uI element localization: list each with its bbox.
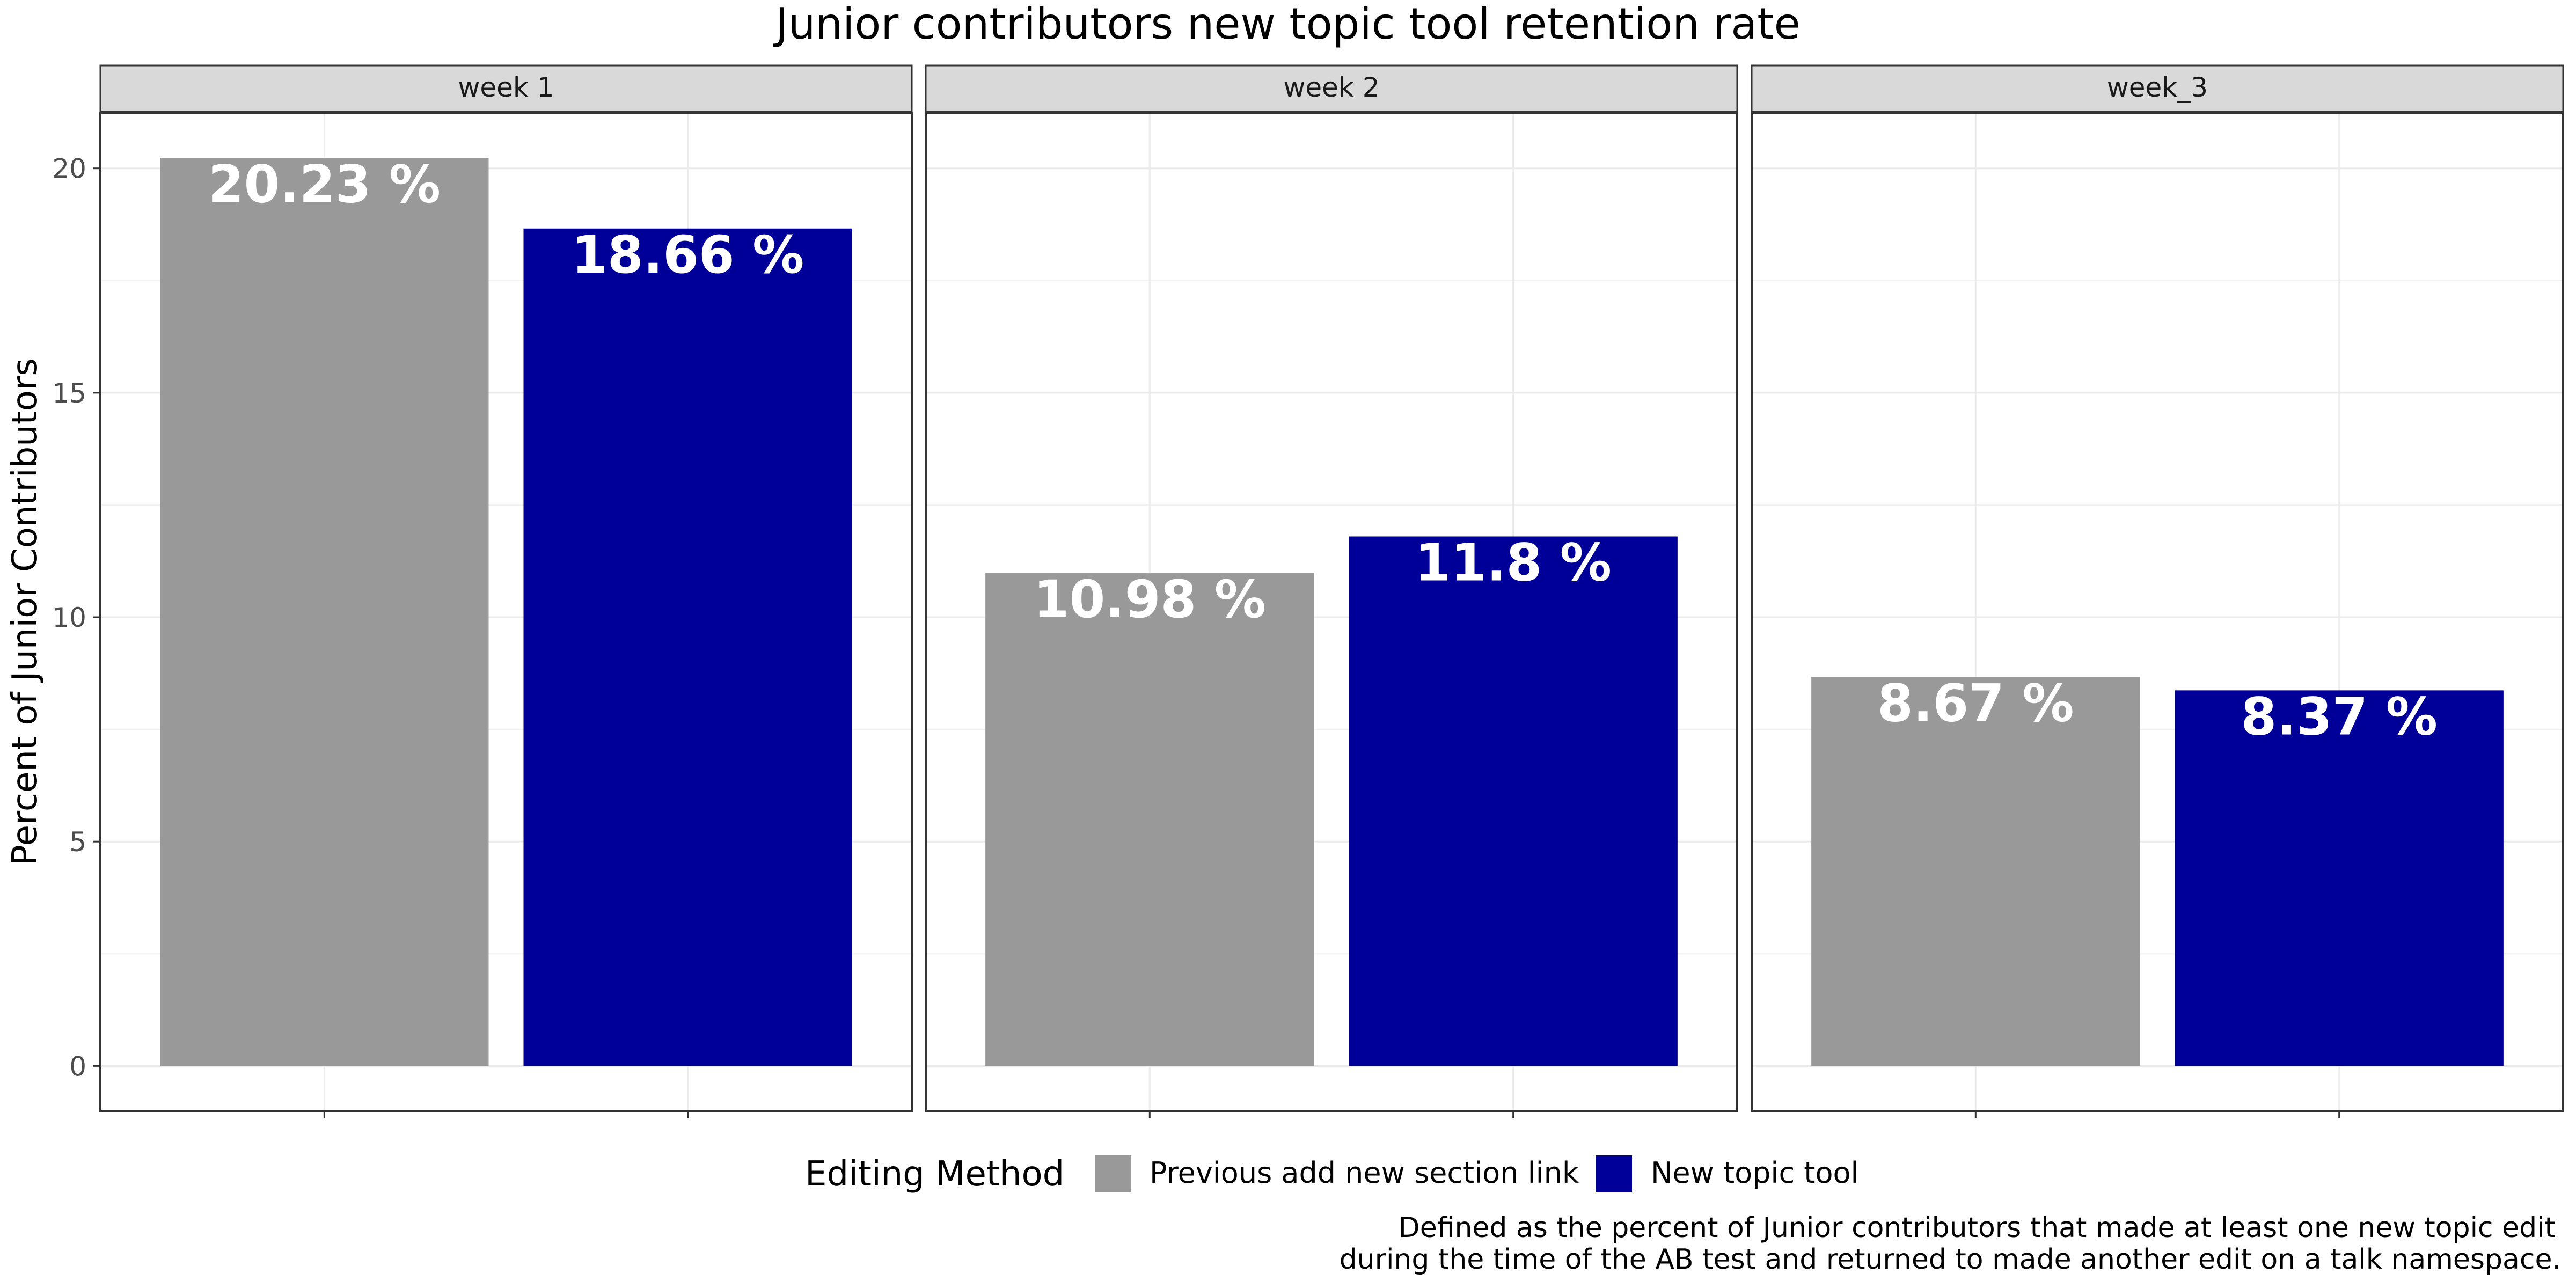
legend-swatch-previous-link [1095,1155,1131,1192]
y-axis-ticks: 0 5 10 15 20 [52,153,100,1082]
panel-border [925,112,1738,1112]
bar-previous-add-new-section-link-week-2 [985,573,1314,1066]
y-tick-label: 5 [69,826,86,858]
legend-label-new-topic-tool: New topic tool [1651,1156,1859,1190]
facet-strip [99,64,913,113]
bar-new-topic-tool-week-2 [1349,536,1678,1066]
chart-title: Junior contributors new topic tool reten… [773,0,1801,49]
facet-label: week 2 [1283,72,1379,103]
bar-value-label: 10.98 % [1034,569,1266,630]
bar-value-label: 20.23 % [208,154,441,214]
panel-week-2: week 2 10.98 % 11.8 % [925,64,1738,1118]
bar-new-topic-tool-week-1 [523,228,852,1066]
legend-swatch-new-topic-tool [1596,1155,1632,1192]
panel-week-3: week_3 8.67 % 8.37 % [1751,64,2564,1118]
y-tick-label: 20 [52,153,86,185]
bar-new-topic-tool-week-3 [2175,690,2504,1066]
panel-border [1751,112,2564,1112]
bar-previous-add-new-section-link-week-1 [160,158,489,1066]
facet-label: week 1 [458,72,554,103]
y-tick-label: 10 [52,602,86,633]
bar-value-label: 11.8 % [1415,532,1611,592]
bar-previous-add-new-section-link-week-3 [1811,677,2140,1066]
caption-line-1: Defined as the percent of Junior contrib… [1399,1212,2556,1244]
facet-strip [925,64,1738,113]
panel-week-1: week 1 20.23 % 18.66 % [99,64,913,1118]
bar-value-label: 18.66 % [572,225,804,285]
bar-value-label: 8.37 % [2241,686,2437,747]
legend: Editing Method Previous add new section … [805,1154,1859,1194]
y-tick-label: 0 [69,1051,86,1082]
legend-title: Editing Method [805,1154,1064,1194]
bar-value-label: 8.67 % [1877,673,2074,733]
legend-label-previous-link: Previous add new section link [1150,1156,1579,1190]
facet-strip [1751,64,2564,113]
facet-panels: week 120.23 %18.66 %week 210.98 %11.8 %w… [99,64,2564,1118]
y-axis-label: Percent of Junior Contributors [5,358,45,865]
caption-line-2: during the time of the AB test and retur… [1340,1243,2561,1276]
facet-label: week_3 [2107,72,2208,103]
panel-border [99,112,913,1112]
y-tick-label: 15 [52,378,86,409]
